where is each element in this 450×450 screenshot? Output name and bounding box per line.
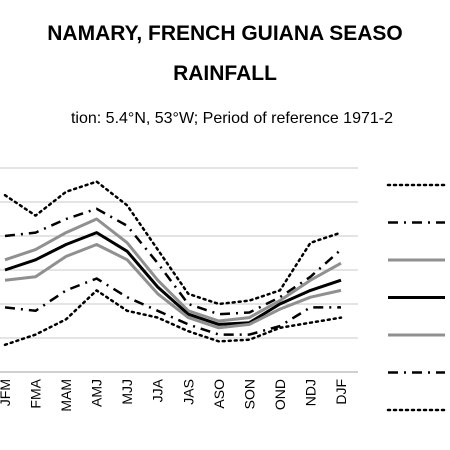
- x-tick-label: MJJ: [119, 379, 135, 405]
- x-tick-label: JFM: [0, 379, 13, 406]
- x-tick-label: ASO: [211, 379, 227, 409]
- series-line: [3, 180, 343, 306]
- x-tick-label: OND: [272, 379, 288, 410]
- chart-subtitle: tion: 5.4°N, 53°W; Period of reference 1…: [70, 110, 393, 127]
- chart-title-line1: NAMARY, FRENCH GUIANA SEASO: [47, 22, 403, 45]
- x-tick-label: MAM: [58, 379, 74, 412]
- series-line: [4, 231, 342, 326]
- series-line: [3, 289, 343, 347]
- series-line: [4, 217, 342, 323]
- x-tick-label: JAS: [180, 379, 196, 405]
- x-tick-label: FMA: [28, 378, 44, 408]
- series-line: [4, 243, 342, 330]
- x-tick-label: JJA: [150, 378, 166, 402]
- x-tick-label: DJF: [333, 379, 349, 405]
- x-tick-label: SON: [241, 379, 257, 409]
- chart-title-line2: RAINFALL: [173, 62, 277, 85]
- x-tick-label: NDJ: [302, 379, 318, 406]
- x-tick-label: AMJ: [89, 379, 105, 407]
